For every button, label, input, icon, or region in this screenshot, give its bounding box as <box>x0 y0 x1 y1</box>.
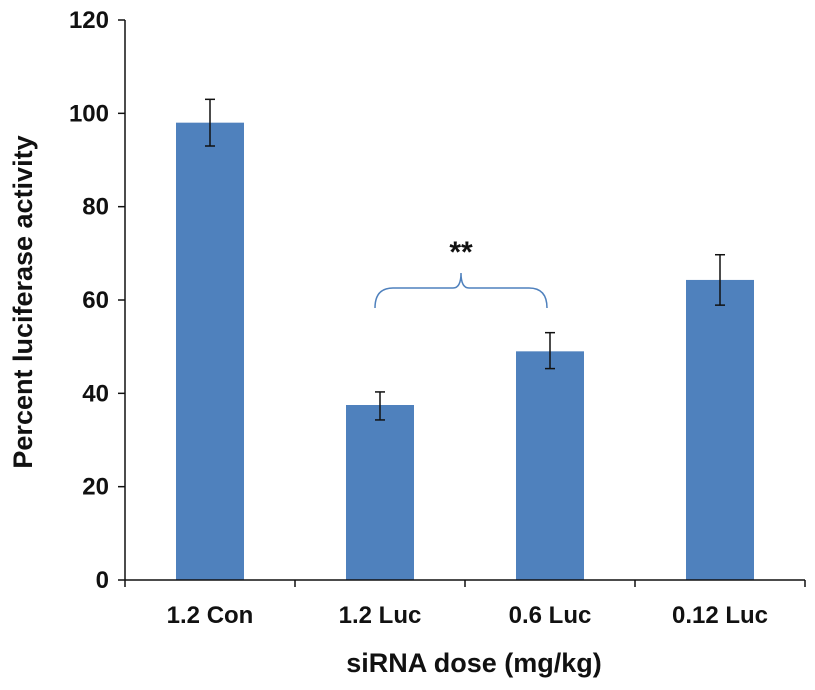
y-tick-label-5: 100 <box>69 100 109 127</box>
x-tick-label-1: 1.2 Luc <box>339 602 422 629</box>
y-tick-label-6: 120 <box>69 7 109 34</box>
y-tick-label-0: 0 <box>96 567 109 594</box>
plot-area: 0 20 40 60 80 100 120 1.2 Con 1.2 Luc 0.6 Luc 0.12… <box>69 7 806 629</box>
y-axis-title: Percent luciferase activity <box>8 135 38 468</box>
y-tick-label-1: 20 <box>82 474 109 501</box>
bar-2 <box>516 351 584 580</box>
significance-label-0: ** <box>449 236 473 269</box>
x-axis-title: siRNA dose (mg/kg) <box>346 648 602 678</box>
x-tick-label-3: 0.12 Luc <box>672 602 768 629</box>
significance-brace-0 <box>374 272 548 309</box>
bar-0 <box>176 122 244 581</box>
x-tick-label-2: 0.6 Luc <box>509 602 592 629</box>
x-tick-label-0: 1.2 Con <box>167 602 254 629</box>
y-tick-label-3: 60 <box>82 287 109 314</box>
bar-3 <box>686 279 754 580</box>
bar-1 <box>346 405 414 580</box>
y-tick-label-2: 40 <box>82 380 109 407</box>
y-tick-label-4: 80 <box>82 194 109 221</box>
